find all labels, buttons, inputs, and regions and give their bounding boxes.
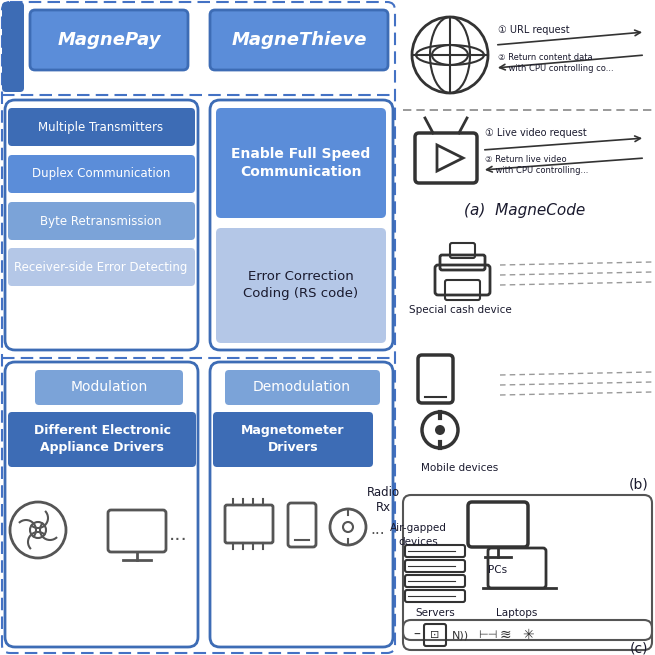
FancyBboxPatch shape [35, 370, 183, 405]
Text: (b): (b) [628, 478, 648, 492]
Text: (c): (c) [629, 641, 648, 655]
FancyBboxPatch shape [210, 10, 388, 70]
Text: Servers: Servers [415, 608, 455, 618]
Text: ② Return content data
    with CPU controlling co...: ② Return content data with CPU controlli… [498, 53, 614, 73]
Text: Air-gapped
devices: Air-gapped devices [390, 523, 447, 547]
Circle shape [435, 425, 445, 435]
Text: MagneThieve: MagneThieve [231, 31, 367, 49]
Text: –: – [413, 628, 420, 642]
Text: N)): N)) [452, 630, 469, 640]
FancyBboxPatch shape [216, 228, 386, 343]
Text: Special cash device: Special cash device [409, 305, 512, 315]
Text: ...: ... [168, 525, 187, 544]
Text: Enable Full Speed
Communication: Enable Full Speed Communication [231, 147, 371, 179]
FancyBboxPatch shape [8, 412, 196, 467]
Text: ① Live video request: ① Live video request [485, 128, 587, 138]
Text: ...: ... [371, 523, 385, 538]
Text: ② Return live video
    with CPU controlling...: ② Return live video with CPU controlling… [485, 155, 588, 175]
Text: MagnePay: MagnePay [57, 31, 160, 49]
Text: Error Correction
Coding (RS code): Error Correction Coding (RS code) [244, 270, 358, 300]
Text: PCs: PCs [489, 565, 508, 575]
Text: (a)  MagneCode: (a) MagneCode [464, 202, 586, 217]
Text: Radio
Rx: Radio Rx [366, 486, 400, 514]
FancyBboxPatch shape [8, 155, 195, 193]
FancyBboxPatch shape [2, 2, 24, 92]
Text: Mobile devices: Mobile devices [421, 463, 498, 473]
Text: Byte Retransmission: Byte Retransmission [40, 214, 162, 227]
FancyBboxPatch shape [216, 108, 386, 218]
Text: Duplex Communication: Duplex Communication [32, 168, 170, 181]
Text: ⊡: ⊡ [430, 630, 440, 640]
FancyBboxPatch shape [8, 202, 195, 240]
FancyBboxPatch shape [8, 108, 195, 146]
Text: ≋: ≋ [500, 628, 512, 642]
FancyBboxPatch shape [30, 10, 188, 70]
FancyBboxPatch shape [225, 370, 380, 405]
Text: ① URL request: ① URL request [498, 25, 570, 35]
Text: Magnetometer
Drivers: Magnetometer Drivers [241, 424, 345, 454]
Text: ✳: ✳ [522, 628, 534, 642]
Text: Modulation: Modulation [70, 380, 147, 394]
FancyBboxPatch shape [8, 248, 195, 286]
Text: Multiple Transmitters: Multiple Transmitters [39, 121, 164, 134]
Text: ⊢⊣: ⊢⊣ [478, 630, 498, 640]
Text: Laptops: Laptops [496, 608, 538, 618]
Text: Receiver-side Error Detecting: Receiver-side Error Detecting [14, 261, 188, 274]
FancyBboxPatch shape [213, 412, 373, 467]
Text: Demodulation: Demodulation [253, 380, 351, 394]
Text: Different Electronic
Appliance Drivers: Different Electronic Appliance Drivers [33, 424, 170, 454]
